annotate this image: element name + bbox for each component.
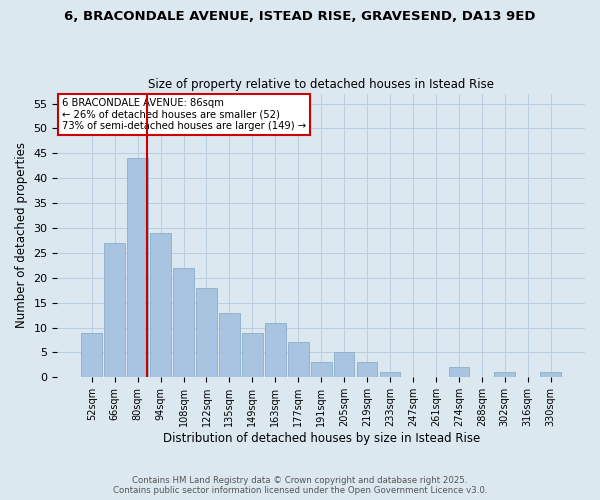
Text: 6 BRACONDALE AVENUE: 86sqm
← 26% of detached houses are smaller (52)
73% of semi: 6 BRACONDALE AVENUE: 86sqm ← 26% of deta… — [62, 98, 305, 131]
Title: Size of property relative to detached houses in Istead Rise: Size of property relative to detached ho… — [148, 78, 494, 91]
Bar — [196, 288, 217, 378]
Bar — [494, 372, 515, 378]
Bar — [541, 372, 561, 378]
Bar — [242, 332, 263, 378]
Bar — [104, 243, 125, 378]
Bar — [334, 352, 355, 378]
Bar — [150, 233, 171, 378]
Text: Contains HM Land Registry data © Crown copyright and database right 2025.
Contai: Contains HM Land Registry data © Crown c… — [113, 476, 487, 495]
Bar — [380, 372, 400, 378]
Bar — [219, 312, 240, 378]
Bar — [173, 268, 194, 378]
Bar — [311, 362, 332, 378]
Bar — [449, 368, 469, 378]
Bar — [357, 362, 377, 378]
Bar — [127, 158, 148, 378]
Bar — [82, 332, 102, 378]
Bar — [265, 322, 286, 378]
Text: 6, BRACONDALE AVENUE, ISTEAD RISE, GRAVESEND, DA13 9ED: 6, BRACONDALE AVENUE, ISTEAD RISE, GRAVE… — [64, 10, 536, 23]
Y-axis label: Number of detached properties: Number of detached properties — [15, 142, 28, 328]
X-axis label: Distribution of detached houses by size in Istead Rise: Distribution of detached houses by size … — [163, 432, 480, 445]
Bar — [288, 342, 308, 378]
